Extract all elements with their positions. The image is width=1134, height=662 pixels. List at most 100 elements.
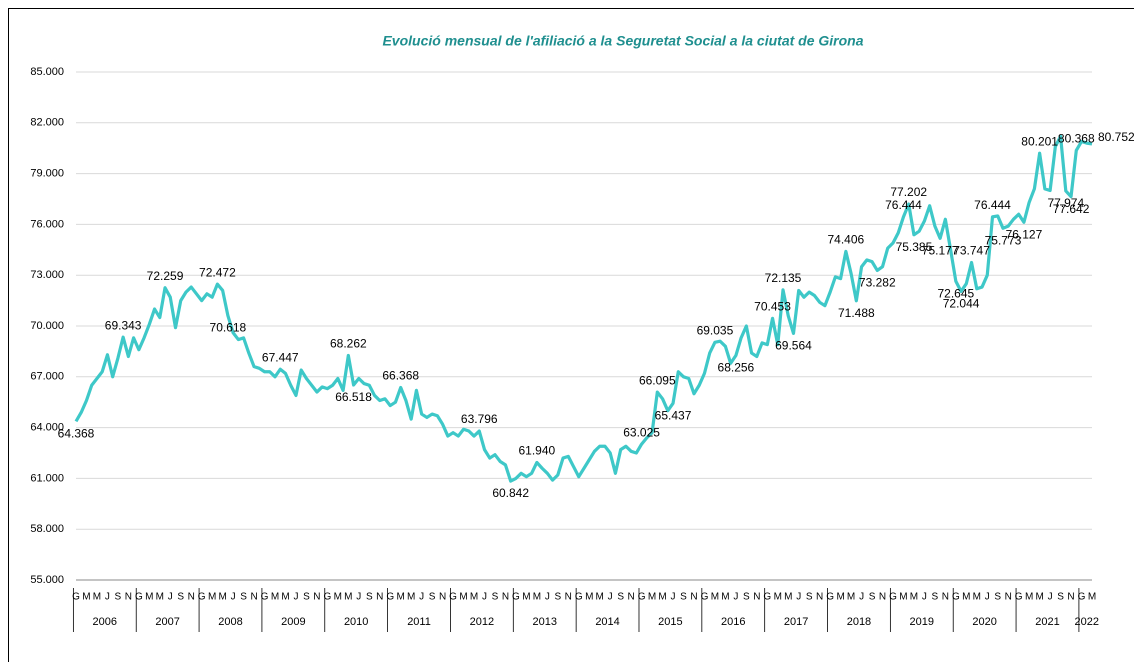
x-tick-label: S (492, 592, 499, 603)
data-label: 69.035 (697, 324, 734, 338)
x-tick-label: S (994, 592, 1001, 603)
x-tick-label: S (1057, 592, 1064, 603)
year-label: 2021 (1035, 616, 1059, 628)
x-tick-label: G (323, 592, 331, 603)
data-label: 71.488 (838, 306, 875, 320)
y-tick-label: 85.000 (30, 66, 64, 78)
data-label: 77.974 (1047, 196, 1084, 210)
x-tick-label: J (231, 592, 236, 603)
x-tick-label: S (115, 592, 122, 603)
x-tick-label: G (575, 592, 583, 603)
year-label: 2013 (532, 616, 556, 628)
data-label: 70.453 (754, 300, 791, 314)
x-tick-label: M (658, 592, 666, 603)
x-tick-label: M (1035, 592, 1043, 603)
x-tick-label: M (899, 592, 907, 603)
x-tick-label: G (1015, 592, 1023, 603)
data-label: 68.256 (718, 361, 755, 375)
data-label: 80.368 (1058, 132, 1095, 146)
year-label: 2014 (595, 616, 619, 628)
x-tick-label: J (482, 592, 487, 603)
x-tick-label: N (313, 592, 320, 603)
x-tick-label: M (271, 592, 279, 603)
y-tick-label: 79.000 (30, 168, 64, 180)
data-label: 70.618 (210, 321, 247, 335)
x-tick-label: G (1078, 592, 1086, 603)
x-tick-label: M (836, 592, 844, 603)
data-label: 67.447 (262, 350, 299, 364)
x-tick-label: M (407, 592, 415, 603)
x-tick-label: M (93, 592, 101, 603)
x-tick-label: J (105, 592, 110, 603)
data-label: 80.752 (1098, 130, 1134, 144)
x-tick-label: S (366, 592, 373, 603)
data-label: 76.444 (885, 198, 922, 212)
x-tick-label: M (784, 592, 792, 603)
x-tick-label: M (218, 592, 226, 603)
data-label: 77.642 (1053, 202, 1090, 216)
x-tick-label: N (376, 592, 383, 603)
x-tick-label: J (293, 592, 298, 603)
x-tick-label: M (721, 592, 729, 603)
x-tick-label: N (502, 592, 509, 603)
year-label: 2019 (910, 616, 934, 628)
x-tick-label: M (397, 592, 405, 603)
data-label: 64.368 (58, 427, 95, 441)
x-tick-label: M (334, 592, 342, 603)
data-label: 72.135 (765, 271, 802, 285)
data-label: 72.645 (937, 286, 974, 300)
x-tick-label: J (796, 592, 801, 603)
y-tick-label: 70.000 (30, 320, 64, 332)
x-tick-label: J (356, 592, 361, 603)
x-tick-label: N (125, 592, 132, 603)
year-label: 2015 (658, 616, 682, 628)
x-tick-label: N (628, 592, 635, 603)
data-label: 75.773 (985, 233, 1022, 247)
x-tick-label: J (545, 592, 550, 603)
x-tick-label: G (826, 592, 834, 603)
x-tick-label: S (617, 592, 624, 603)
x-tick-label: M (962, 592, 970, 603)
x-tick-label: N (816, 592, 823, 603)
x-tick-label: M (585, 592, 593, 603)
x-tick-label: G (449, 592, 457, 603)
data-label: 76.444 (974, 198, 1011, 212)
data-label: 66.518 (335, 390, 372, 404)
y-tick-label: 76.000 (30, 218, 64, 230)
y-tick-label: 58.000 (30, 523, 64, 535)
x-tick-label: N (942, 592, 949, 603)
x-tick-label: M (774, 592, 782, 603)
x-tick-label: G (512, 592, 520, 603)
x-tick-label: N (1005, 592, 1012, 603)
x-tick-label: N (439, 592, 446, 603)
x-tick-label: M (459, 592, 467, 603)
x-tick-label: N (188, 592, 195, 603)
x-tick-label: M (281, 592, 289, 603)
x-tick-label: G (135, 592, 143, 603)
y-tick-label: 55.000 (30, 574, 64, 586)
x-tick-label: M (648, 592, 656, 603)
year-label: 2010 (344, 616, 368, 628)
year-label: 2011 (407, 616, 431, 628)
x-tick-label: G (763, 592, 771, 603)
x-tick-label: G (952, 592, 960, 603)
x-tick-label: J (922, 592, 927, 603)
x-tick-label: J (419, 592, 424, 603)
x-tick-label: S (554, 592, 561, 603)
x-tick-label: M (470, 592, 478, 603)
x-tick-label: J (859, 592, 864, 603)
data-label: 80.201 (1021, 134, 1058, 148)
x-tick-label: M (596, 592, 604, 603)
year-label: 2017 (784, 616, 808, 628)
y-tick-label: 82.000 (30, 117, 64, 129)
x-tick-label: M (1025, 592, 1033, 603)
x-tick-label: N (690, 592, 697, 603)
x-tick-label: M (1088, 592, 1096, 603)
x-tick-label: N (753, 592, 760, 603)
frame (8, 8, 1134, 662)
x-tick-label: S (932, 592, 939, 603)
year-label: 2008 (218, 616, 242, 628)
x-tick-label: G (386, 592, 394, 603)
x-tick-label: M (82, 592, 90, 603)
x-tick-label: N (1067, 592, 1074, 603)
